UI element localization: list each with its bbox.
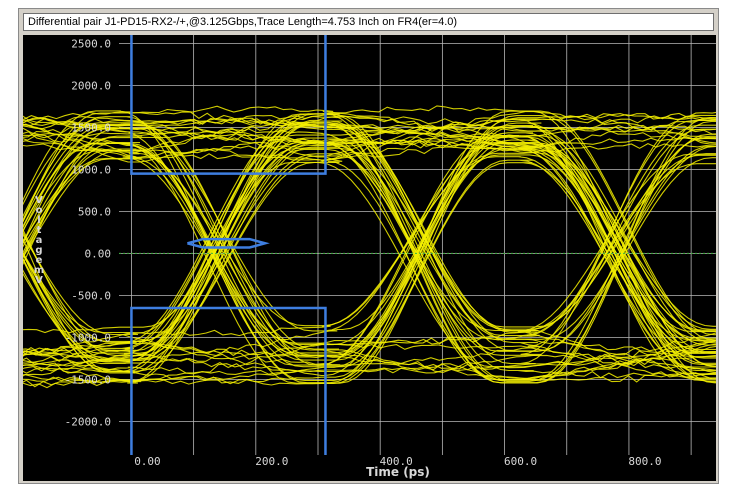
y-tick-label: 2500.0 — [71, 37, 111, 50]
y-tick-label: -2000.0 — [65, 415, 111, 428]
upper-mask — [130, 35, 327, 175]
eye-traces — [0, 105, 733, 389]
eye-trace — [0, 141, 733, 381]
eye-trace — [0, 137, 733, 381]
eye-trace — [0, 125, 733, 366]
eye-trace — [0, 137, 733, 380]
y-tick-label: 1500.0 — [71, 121, 111, 134]
eye-trace — [0, 117, 733, 347]
eye-trace — [0, 142, 733, 327]
eye-trace — [0, 110, 733, 359]
eye-trace — [0, 125, 733, 349]
eye-trace — [0, 126, 733, 354]
eye-trace — [0, 117, 733, 384]
plot-panel: 2500.0 2000.0 1500.0 1000.0 500.0 0.00 -500.0 -… — [0, 35, 733, 481]
eye-trace — [0, 113, 733, 384]
eye-trace — [0, 134, 733, 366]
x-tick-labels: 0.00 200.0 400.0 600.0 800.0 — [134, 455, 661, 468]
eye-trace — [0, 154, 733, 377]
x-tick-label: 0.00 — [134, 455, 161, 468]
y-axis-label-letter: V — [35, 195, 43, 206]
eye-trace — [0, 121, 733, 370]
x-tick-label: 800.0 — [628, 455, 661, 468]
eye-trace — [0, 118, 733, 379]
y-axis-label-letter: g — [35, 245, 42, 256]
eye-trace — [0, 117, 733, 149]
eye-trace — [0, 122, 733, 360]
eye-masks — [130, 35, 327, 455]
x-tick-label: 200.0 — [255, 455, 288, 468]
y-axis-label-letter: t — [37, 225, 42, 236]
lower-mask — [130, 306, 327, 455]
window-title: Differential pair J1-PD15-RX2-/+,@3.125G… — [23, 13, 714, 31]
y-tick-label: 500.0 — [78, 205, 111, 218]
y-tick-label: -1000.0 — [65, 331, 111, 344]
eye-trace — [0, 133, 733, 381]
eye-trace — [0, 113, 733, 373]
eye-trace — [0, 122, 733, 366]
y-tick-labels: 2500.0 2000.0 1500.0 1000.0 500.0 0.00 -500.0 -… — [65, 37, 111, 428]
y-tick-label: -1500.0 — [65, 373, 111, 386]
eye-trace — [0, 105, 733, 331]
eye-diagram-chart: 2500.0 2000.0 1500.0 1000.0 500.0 0.00 -500.0 -… — [0, 35, 733, 481]
eye-trace — [0, 111, 733, 352]
y-axis-label-letter: V — [35, 275, 43, 286]
eye-trace — [0, 125, 733, 384]
y-tick-label: 1000.0 — [71, 163, 111, 176]
center-hexagon-mask — [187, 237, 270, 249]
x-tick-label: 600.0 — [504, 455, 537, 468]
eye-trace — [0, 121, 733, 354]
y-axis-label-letter: o — [36, 205, 43, 216]
eye-trace — [0, 148, 733, 374]
y-tick-label: 0.00 — [85, 247, 112, 260]
y-tick-label: -500.0 — [71, 289, 111, 302]
y-tick-label: 2000.0 — [71, 79, 111, 92]
y-axis-label-letter: l — [37, 215, 40, 226]
y-axis-label-letter: a — [36, 235, 43, 246]
eye-trace — [0, 353, 733, 375]
x-axis-label: Time (ps) — [366, 465, 430, 479]
eye-trace — [0, 146, 733, 364]
eye-trace — [0, 136, 733, 384]
eye-trace — [0, 116, 733, 370]
eye-trace — [0, 161, 733, 368]
eye-trace — [0, 131, 733, 383]
eye-diagram-window: Differential pair J1-PD15-RX2-/+,@3.125G… — [0, 8, 733, 484]
eye-trace — [0, 125, 733, 384]
y-axis-label-letter: m — [34, 265, 44, 276]
eye-trace — [0, 113, 733, 373]
eye-trace — [0, 125, 733, 368]
eye-trace — [0, 116, 733, 384]
eye-trace — [0, 105, 733, 342]
y-axis-label-letter: e — [36, 255, 43, 266]
x-tick-label: 400.0 — [380, 455, 413, 468]
eye-trace — [0, 135, 733, 354]
